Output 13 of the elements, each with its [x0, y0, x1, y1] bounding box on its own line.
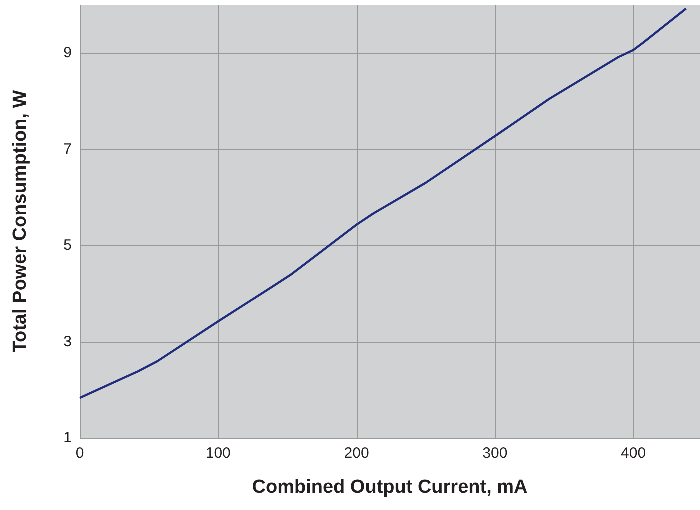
- y-tick-label: 5: [64, 237, 72, 254]
- y-tick-label: 3: [64, 333, 72, 350]
- x-tick-label: 0: [76, 445, 84, 462]
- y-tick-label: 7: [64, 140, 72, 158]
- x-tick-label: 300: [482, 445, 508, 462]
- line-series: [78, 8, 688, 400]
- x-axis-title: Combined Output Current, mA: [252, 477, 528, 498]
- y-tick-label: 1: [64, 430, 72, 446]
- x-tick-label: 100: [206, 445, 231, 462]
- y-axis-title: Total Power Consumption, W: [10, 90, 31, 353]
- y-tick-label: 9: [64, 44, 72, 62]
- x-tick-label: 400: [621, 445, 646, 462]
- x-tick-label: 200: [344, 445, 370, 462]
